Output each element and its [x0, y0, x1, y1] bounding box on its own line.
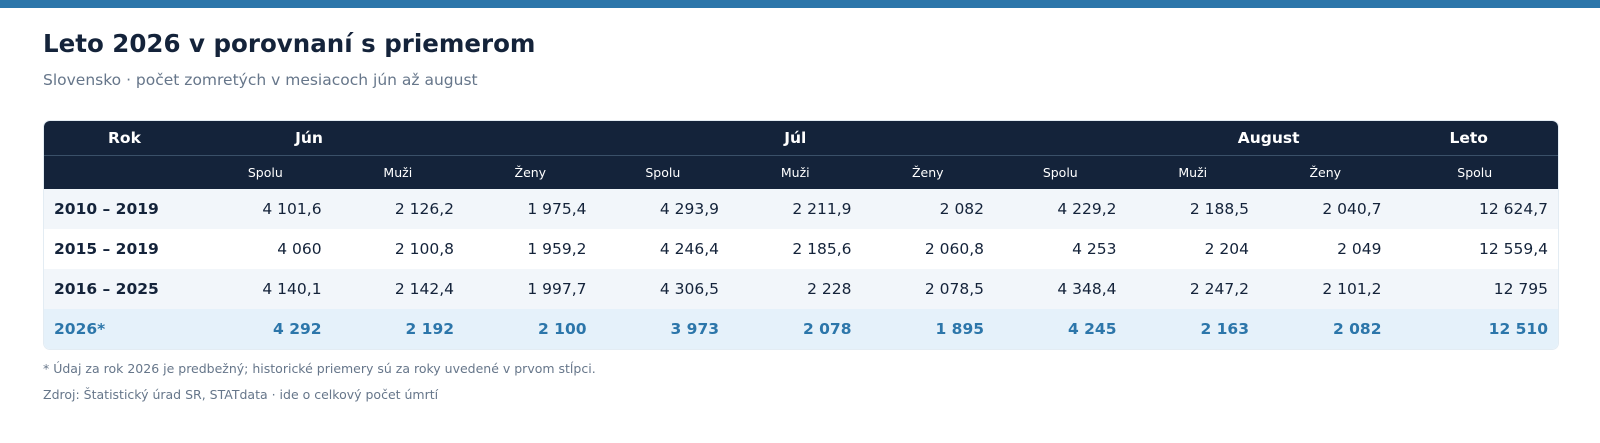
footnote-source: Zdroj: Štatistický úrad SR, STATdata · i… — [43, 387, 439, 402]
subheader-cell: Ženy — [861, 155, 995, 189]
value-cell: 2 040,7 — [1259, 189, 1392, 229]
subheader-cell — [44, 155, 200, 189]
value-cell: 1 959,2 — [464, 229, 597, 269]
value-cell: 4 306,5 — [596, 269, 730, 309]
page-title: Leto 2026 v porovnaní s priemerom — [43, 29, 536, 58]
subheader-cell: Muži — [331, 155, 465, 189]
row-label-cell: 2015 – 2019 — [44, 229, 200, 269]
value-cell: 3 973 — [596, 309, 730, 349]
value-cell: 4 229,2 — [994, 189, 1127, 229]
value-cell: 1 975,4 — [464, 189, 597, 229]
value-cell: 2 185,6 — [729, 229, 862, 269]
data-table-container: Rok Jún Júl August Leto Spolu Muži Ženy … — [43, 120, 1559, 350]
value-cell: 4 293,9 — [596, 189, 730, 229]
footnote-preliminary: * Údaj za rok 2026 je predbežný; histori… — [43, 361, 596, 376]
mortality-table: Rok Jún Júl August Leto Spolu Muži Ženy … — [44, 121, 1558, 349]
subheader-cell: Muži — [1126, 155, 1259, 189]
header-rok: Rok — [44, 121, 200, 156]
header-row-sub: Spolu Muži Ženy Spolu Muži Ženy Spolu Mu… — [44, 155, 1558, 189]
value-cell: 2 101,2 — [1259, 269, 1392, 309]
table-row-highlight: 2026* 4 292 2 192 2 100 3 973 2 078 1 895 4 245… — [44, 309, 1558, 349]
value-cell: 2 100 — [464, 309, 597, 349]
subheader-cell: Ženy — [464, 155, 597, 189]
header-august: August — [994, 121, 1392, 156]
value-cell: 2 060,8 — [861, 229, 995, 269]
value-cell: 4 292 — [199, 309, 332, 349]
page-subtitle: Slovensko · počet zomretých v mesiacoch … — [43, 71, 478, 89]
value-cell: 2 204 — [1126, 229, 1259, 269]
value-cell: 12 559,4 — [1391, 229, 1558, 269]
value-cell: 2 142,4 — [331, 269, 465, 309]
top-accent-bar — [0, 0, 1600, 8]
value-cell: 4 101,6 — [199, 189, 332, 229]
subheader-cell: Muži — [729, 155, 862, 189]
subheader-cell: Ženy — [1259, 155, 1392, 189]
value-cell: 2 163 — [1126, 309, 1259, 349]
value-cell: 2 049 — [1259, 229, 1392, 269]
value-cell: 12 510 — [1391, 309, 1558, 349]
value-cell: 12 795 — [1391, 269, 1558, 309]
table-row: 2016 – 2025 4 140,1 2 142,4 1 997,7 4 306,5 2… — [44, 269, 1558, 309]
subheader-cell: Spolu — [596, 155, 730, 189]
value-cell: 2 078 — [729, 309, 862, 349]
header-row-groups: Rok Jún Júl August Leto — [44, 121, 1558, 156]
value-cell: 12 624,7 — [1391, 189, 1558, 229]
value-cell: 2 228 — [729, 269, 862, 309]
value-cell: 4 246,4 — [596, 229, 730, 269]
subheader-cell: Spolu — [994, 155, 1127, 189]
header-leto: Leto — [1391, 121, 1558, 156]
subheader-cell: Spolu — [1391, 155, 1558, 189]
value-cell: 2 126,2 — [331, 189, 465, 229]
value-cell: 2 100,8 — [331, 229, 465, 269]
value-cell: 2 078,5 — [861, 269, 995, 309]
table-row: 2015 – 2019 4 060 2 100,8 1 959,2 4 246,4 2 1… — [44, 229, 1558, 269]
row-label-cell: 2026* — [44, 309, 200, 349]
value-cell: 4 060 — [199, 229, 332, 269]
table-body: 2010 – 2019 4 101,6 2 126,2 1 975,4 4 293,9 2… — [44, 189, 1558, 349]
value-cell: 4 253 — [994, 229, 1127, 269]
row-label-cell: 2016 – 2025 — [44, 269, 200, 309]
subheader-cell: Spolu — [199, 155, 332, 189]
row-label-cell: 2010 – 2019 — [44, 189, 200, 229]
value-cell: 1 997,7 — [464, 269, 597, 309]
value-cell: 2 082 — [861, 189, 995, 229]
value-cell: 2 247,2 — [1126, 269, 1259, 309]
value-cell: 2 188,5 — [1126, 189, 1259, 229]
value-cell: 2 192 — [331, 309, 465, 349]
header-jun: Jún — [199, 121, 597, 156]
table-row: 2010 – 2019 4 101,6 2 126,2 1 975,4 4 293,9 2… — [44, 189, 1558, 229]
value-cell: 1 895 — [861, 309, 995, 349]
value-cell: 2 211,9 — [729, 189, 862, 229]
value-cell: 2 082 — [1259, 309, 1392, 349]
value-cell: 4 140,1 — [199, 269, 332, 309]
header-jul: Júl — [596, 121, 995, 156]
value-cell: 4 348,4 — [994, 269, 1127, 309]
value-cell: 4 245 — [994, 309, 1127, 349]
